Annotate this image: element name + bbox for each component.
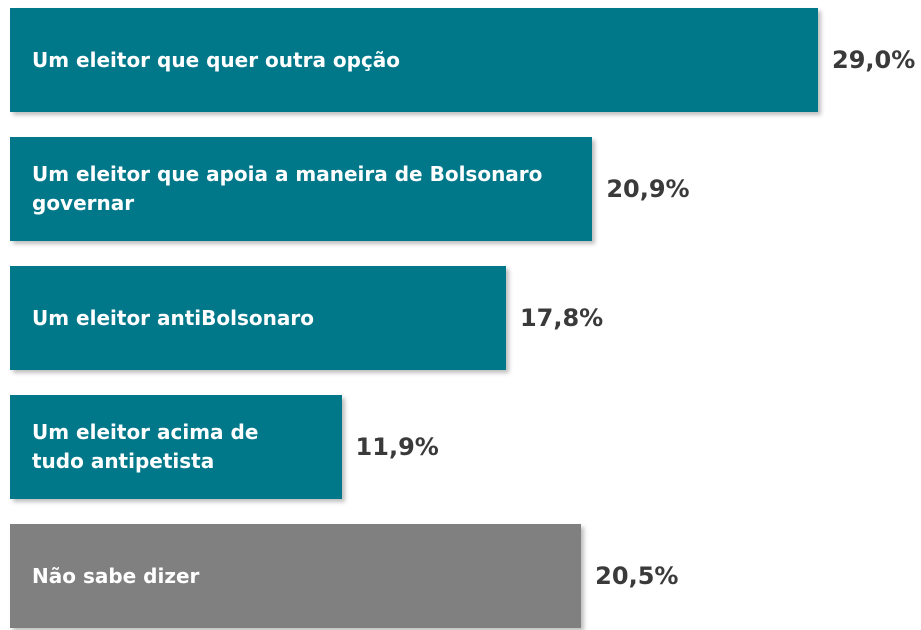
bar-label: Um eleitor que quer outra opção bbox=[32, 47, 401, 72]
bar: Um eleitor antiBolsonaro bbox=[10, 266, 506, 370]
bar-label: Um eleitor antiBolsonaro bbox=[32, 305, 314, 330]
bar: Um eleitor que apoia a maneira de Bolson… bbox=[10, 137, 593, 241]
bar: Um eleitor acima de tudo antipetista bbox=[10, 395, 342, 499]
value-label: 20,9% bbox=[606, 175, 690, 203]
bar-label: Um eleitor acima de tudo antipetista bbox=[32, 420, 259, 473]
value-label: 29,0% bbox=[832, 46, 916, 74]
bar: Não sabe dizer bbox=[10, 524, 582, 628]
value-label: 11,9% bbox=[355, 433, 439, 461]
bar-label: Um eleitor que apoia a maneira de Bolson… bbox=[32, 162, 543, 215]
value-label: 20,5% bbox=[595, 562, 679, 590]
value-label: 17,8% bbox=[519, 304, 604, 332]
bar-label: Não sabe dizer bbox=[32, 563, 200, 588]
bar: Um eleitor que quer outra opção bbox=[10, 8, 818, 112]
